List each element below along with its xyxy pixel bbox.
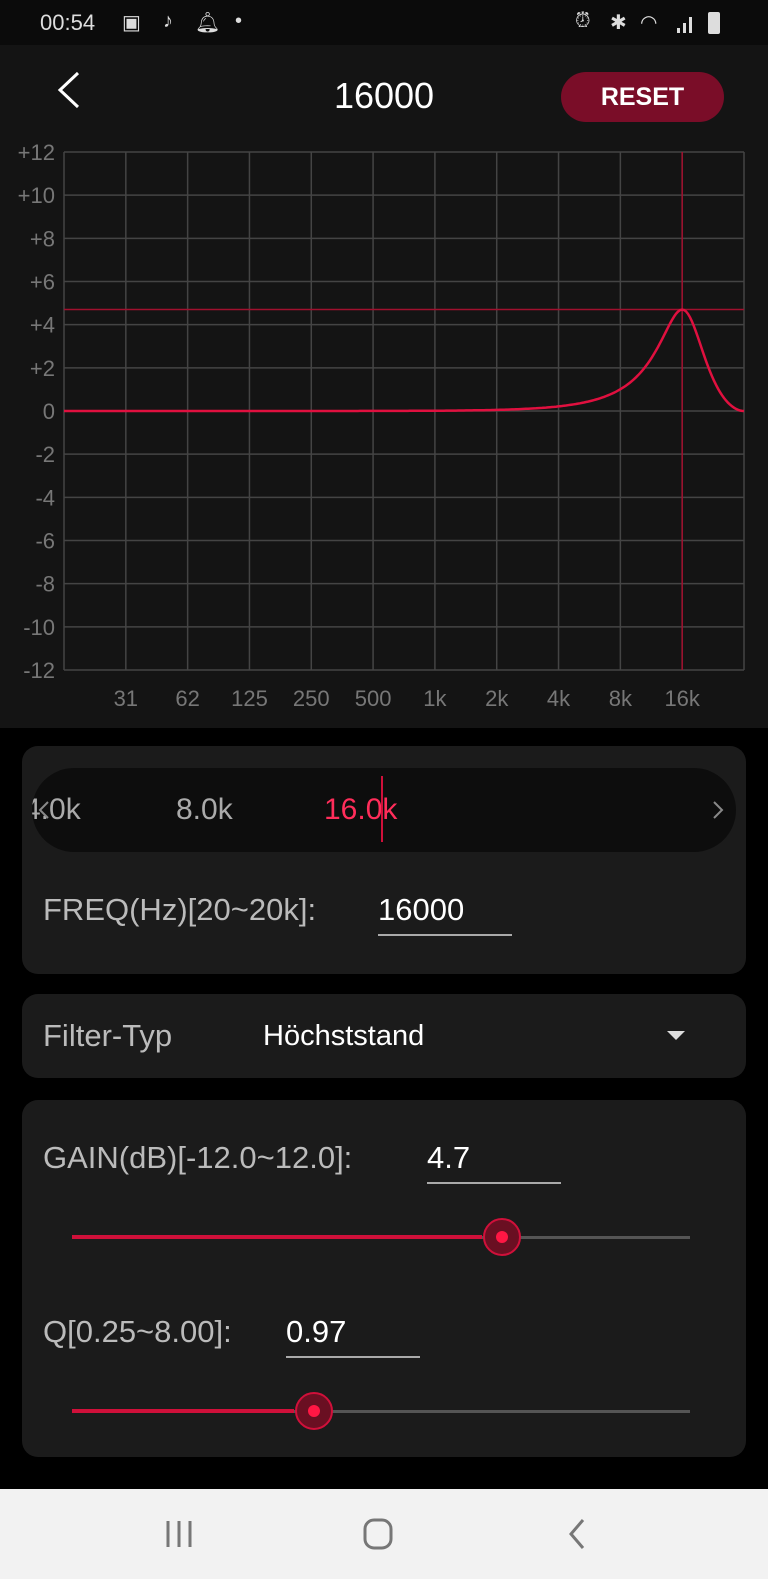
x-tick-label: 250 (293, 686, 330, 711)
freq-input[interactable]: 16000 (378, 892, 512, 936)
x-tick-label: 31 (114, 686, 138, 711)
clock: 00:54 (40, 10, 96, 35)
picker-right-icon[interactable] (712, 800, 724, 820)
gain-slider-thumb[interactable] (483, 1218, 522, 1256)
filter-type-card[interactable]: Filter-Typ Höchststand (22, 994, 746, 1078)
q-slider-thumb[interactable] (294, 1392, 333, 1430)
recent-apps-icon[interactable] (164, 1519, 194, 1549)
q-label: Q[0.25~8.00]: (43, 1314, 232, 1349)
wifi-icon: ◠ (640, 12, 658, 34)
y-tick-label: -4 (35, 485, 55, 510)
gain-q-card: GAIN(dB)[-12.0~12.0]: 4.7 Q[0.25~8.00]: … (22, 1100, 746, 1457)
x-tick-label: 1k (423, 686, 447, 711)
home-icon[interactable] (362, 1517, 394, 1551)
signal-icon (677, 17, 692, 33)
gain-input[interactable]: 4.7 (427, 1140, 561, 1184)
x-tick-label: 8k (609, 686, 633, 711)
y-tick-label: +10 (18, 183, 55, 208)
picker-indicator (381, 776, 383, 842)
y-tick-label: -8 (35, 572, 55, 597)
reset-button[interactable]: RESET (561, 72, 724, 122)
bell-icon: 🔔︎ (195, 12, 221, 34)
y-tick-label: +6 (30, 270, 55, 295)
bluetooth-icon: ✱ (610, 12, 627, 34)
freq-label: FREQ(Hz)[20~20k]: (43, 892, 317, 927)
battery-icon (708, 12, 720, 34)
x-tick-label: 500 (355, 686, 392, 711)
eq-response-curve (64, 308, 745, 413)
app-bar: 16000 RESET (0, 45, 768, 135)
y-tick-label: -2 (35, 442, 55, 467)
eq-chart-svg: +12 +10 +8 +6 +4 +2 0 -2 -4 -6 -8 -10 -12 31 62 125 250 5… (18, 140, 745, 711)
dropdown-arrow-icon[interactable] (667, 1031, 685, 1040)
q-slider-track[interactable] (72, 1410, 690, 1413)
y-tick-label: +2 (30, 356, 55, 381)
x-tick-label: 2k (485, 686, 509, 711)
back-icon[interactable] (52, 67, 92, 113)
x-tick-label: 16k (664, 686, 700, 711)
gain-slider-fill (72, 1235, 483, 1239)
alarm-icon: ⏰︎ (575, 10, 591, 32)
y-tick-label: +12 (18, 140, 55, 165)
freq-card: 4.0k 8.0k 16.0k FREQ(Hz)[20~20k]: 16000 (22, 746, 746, 974)
image-icon: ▣ (122, 12, 141, 34)
picker-left-icon[interactable] (38, 800, 50, 820)
page-title: 16000 (333, 75, 435, 116)
eq-chart: +12 +10 +8 +6 +4 +2 0 -2 -4 -6 -8 -10 -12 31 62 125 250 5… (0, 135, 768, 728)
status-bar: 00:54 ▣ ♪ 🔔︎ • ⏰︎ ✱ ◠ (0, 0, 768, 45)
nav-back-icon[interactable] (566, 1517, 588, 1551)
x-tick-label: 125 (231, 686, 268, 711)
x-tick-label: 4k (547, 686, 571, 711)
y-tick-label: 0 (43, 399, 55, 424)
q-slider-fill (72, 1409, 294, 1413)
y-tick-label: +8 (30, 226, 55, 251)
freq-picker[interactable]: 4.0k 8.0k 16.0k (32, 768, 736, 852)
system-nav-bar (0, 1489, 768, 1579)
y-tick-label: -10 (23, 615, 55, 640)
filter-type-label: Filter-Typ (43, 1018, 173, 1053)
filter-type-select[interactable]: Höchststand (263, 1020, 425, 1052)
x-tick-label: 62 (175, 686, 199, 711)
q-input[interactable]: 0.97 (286, 1314, 420, 1358)
gain-label: GAIN(dB)[-12.0~12.0]: (43, 1140, 353, 1175)
y-tick-label: +4 (30, 313, 55, 338)
music-icon: ♪ (163, 10, 173, 32)
dot-icon: • (235, 10, 243, 32)
y-tick-label: -12 (23, 658, 55, 683)
y-tick-label: -6 (35, 529, 55, 554)
picker-item[interactable]: 8.0k (176, 793, 233, 826)
picker-item-selected[interactable]: 16.0k (324, 793, 398, 826)
